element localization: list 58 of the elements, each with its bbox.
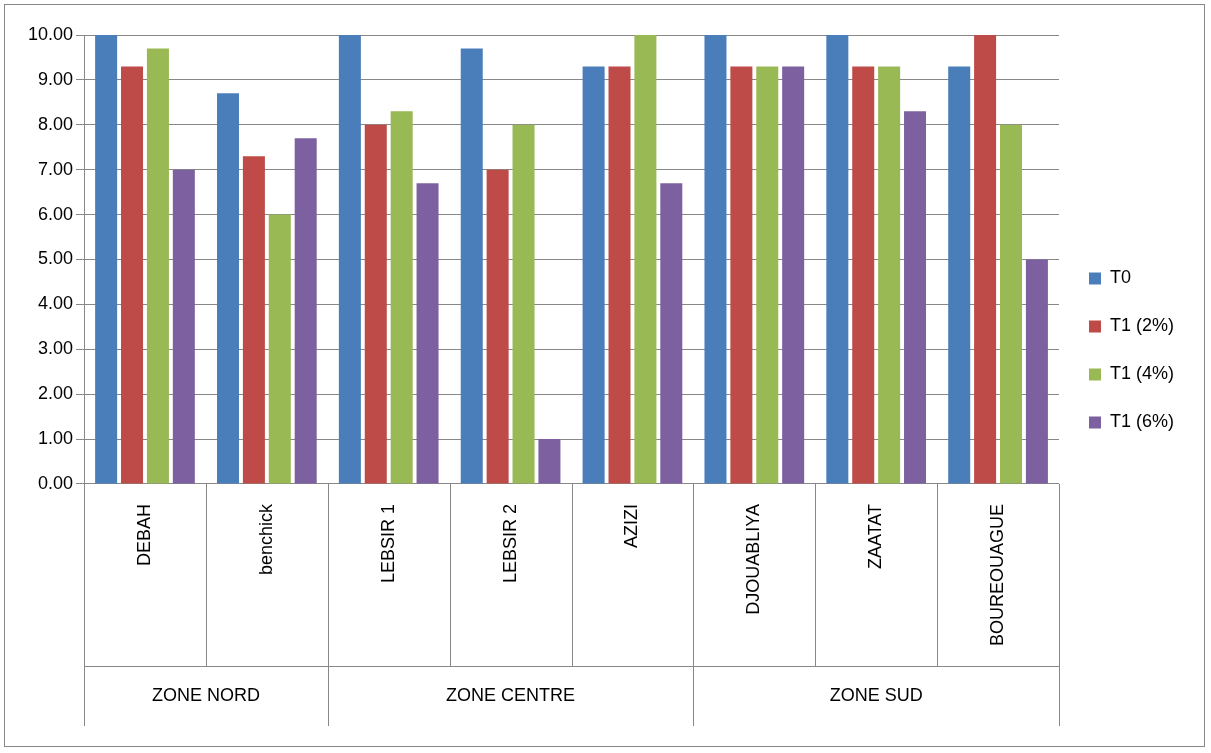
x-tick-label: benchick [255,502,276,576]
y-tick-label: 7.00 [38,158,74,179]
bar [704,35,727,484]
y-tick-label: 5.00 [38,248,74,269]
bar [512,124,535,484]
bar [608,66,631,484]
legend-label: T0 [1109,267,1131,288]
bar [486,169,509,484]
bar [121,66,144,484]
bar [974,35,997,484]
legend-label: T1 (2%) [1109,315,1174,336]
bar [364,124,387,484]
bar [730,66,753,484]
bar [242,156,265,484]
text: ZONE NORD [151,684,260,705]
y-tick-label: 0.00 [38,472,74,493]
x-tick-label: DEBAH [133,503,154,566]
y-tick-label: 1.00 [38,428,74,449]
x-tick-label: LEBSIR 2 [499,503,520,584]
bar [782,66,805,484]
bar [338,35,361,484]
bar [460,48,483,484]
y-tick-label: 6.00 [38,203,74,224]
bar [634,35,657,484]
y-tick-label: 2.00 [38,383,74,404]
bar [146,48,169,484]
bar [294,138,317,484]
y-tick-label: 10.00 [28,23,74,44]
bar [878,66,901,484]
bar [1000,124,1023,484]
x-tick-label: AZIZI [621,503,642,548]
y-tick-label: 9.00 [38,68,74,89]
legend-label: T1 (4%) [1109,363,1174,384]
bar [582,66,605,484]
y-tick-label: 4.00 [38,293,74,314]
bar [756,66,779,484]
x-tick-label: BOUREOUAGUE [987,503,1008,647]
text: ZONE SUD [829,684,923,705]
bar [538,439,561,484]
x-tick-label: LEBSIR 1 [377,503,398,584]
bar [852,66,875,484]
y-tick-label: 3.00 [38,338,74,359]
x-tick-label: ZAATAT [865,503,886,569]
bar [172,169,195,484]
legend-label: T1 (6%) [1109,411,1174,432]
y-tick-label: 8.00 [38,113,74,134]
bar [948,66,971,484]
bar [390,111,413,484]
bar [904,111,927,484]
bar [416,183,439,484]
bar [216,93,240,484]
text: ZONE CENTRE [446,684,576,705]
bar [660,183,683,484]
bar [826,35,849,484]
bar [268,214,291,484]
bar [1025,259,1048,484]
bar [95,35,118,484]
x-tick-label: DJOUABLIYA [743,503,764,615]
